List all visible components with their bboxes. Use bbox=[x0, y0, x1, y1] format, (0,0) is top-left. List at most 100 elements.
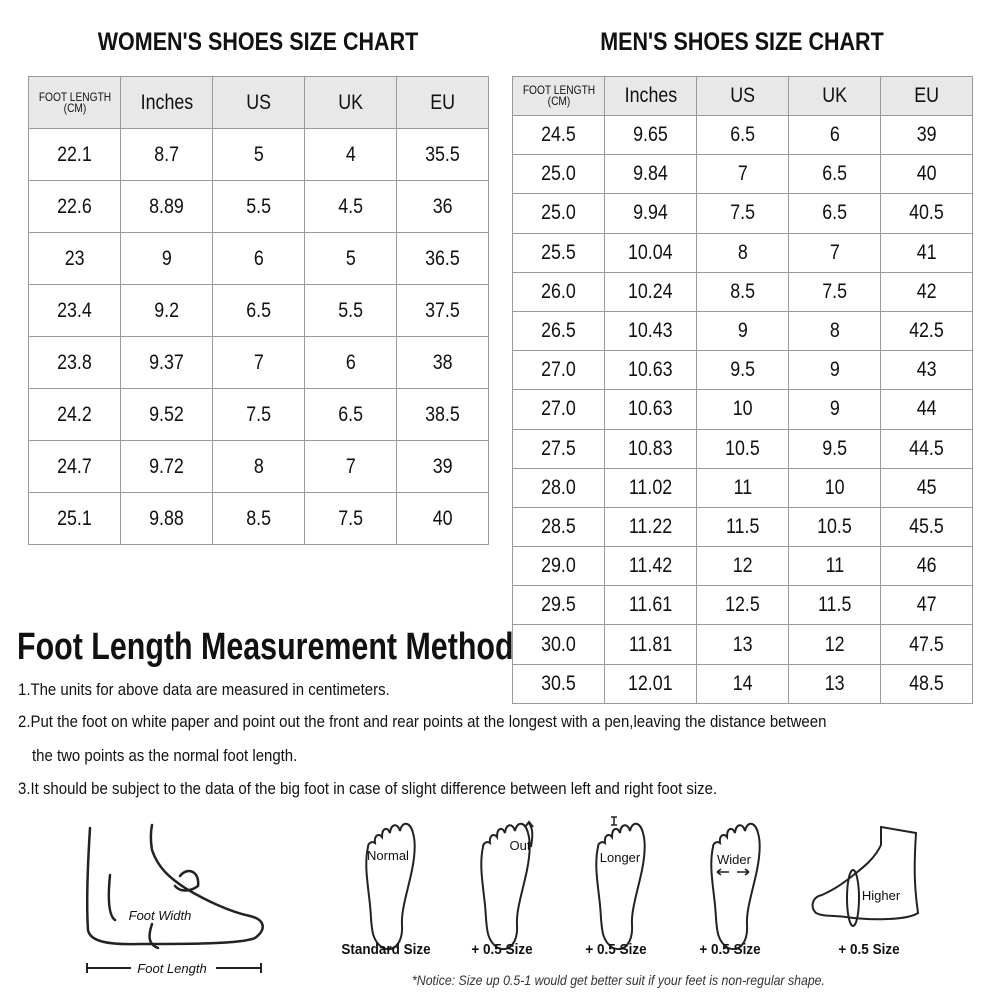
table-cell: 9.84 bbox=[604, 154, 697, 195]
cell-value: 41 bbox=[916, 240, 937, 264]
column-header: UK bbox=[304, 76, 397, 129]
cell-value: 10.63 bbox=[628, 397, 673, 421]
cell-value: 7 bbox=[253, 350, 264, 374]
cell-value: 9.52 bbox=[149, 402, 184, 426]
wider-size-caption: + 0.5 Size bbox=[699, 941, 761, 958]
cell-value: 24.2 bbox=[57, 402, 92, 426]
table-cell: 41 bbox=[880, 232, 973, 273]
table-cell: 30.5 bbox=[512, 663, 605, 704]
table-cell: 9 bbox=[696, 310, 789, 352]
table-cell: 9.5 bbox=[788, 428, 881, 469]
table-cell: 6.5 bbox=[212, 284, 305, 337]
cell-value: 11.02 bbox=[628, 475, 673, 499]
cell-value: 46 bbox=[916, 554, 937, 578]
column-header: Inches bbox=[120, 76, 213, 129]
table-cell: 9.52 bbox=[120, 388, 213, 441]
table-cell: 9 bbox=[788, 389, 881, 430]
cell-value: 36 bbox=[432, 194, 453, 218]
cell-value: 24.5 bbox=[541, 123, 576, 147]
table-cell: 9.37 bbox=[120, 336, 213, 389]
table-cell: 23.8 bbox=[28, 336, 121, 389]
note-3: 3.It should be subject to the data of th… bbox=[18, 779, 718, 798]
table-cell: 13 bbox=[696, 624, 789, 665]
table-row: 23 9 6 5 36.5 bbox=[28, 232, 489, 285]
table-cell: 7.5 bbox=[304, 492, 397, 545]
table-cell: 10.43 bbox=[604, 310, 697, 352]
table-cell: 8 bbox=[212, 440, 305, 493]
table-cell: 10.5 bbox=[788, 506, 881, 548]
foot-length-measure-line bbox=[86, 963, 262, 973]
cell-value: 14 bbox=[732, 671, 753, 695]
cell-value: 10.5 bbox=[725, 436, 760, 460]
table-cell: 5 bbox=[212, 128, 305, 181]
cell-value: 6.5 bbox=[338, 402, 363, 426]
cell-value: 9.94 bbox=[633, 201, 668, 225]
table-cell: 39 bbox=[396, 440, 489, 493]
cell-value: 36.5 bbox=[425, 246, 460, 270]
cell-value: 30.0 bbox=[541, 632, 576, 656]
table-cell: 9.94 bbox=[604, 193, 697, 234]
table-cell: 11.42 bbox=[604, 546, 697, 587]
table-cell: 44 bbox=[880, 389, 973, 430]
cell-value: 12 bbox=[732, 554, 753, 578]
table-cell: 10 bbox=[696, 389, 789, 430]
cell-value: 10.43 bbox=[628, 319, 673, 343]
table-cell: 7 bbox=[212, 336, 305, 389]
cell-value: 27.0 bbox=[541, 358, 576, 382]
normal-label: Normal bbox=[367, 848, 409, 863]
table-cell: 6.5 bbox=[788, 154, 881, 195]
cell-value: 42 bbox=[916, 279, 937, 303]
cell-value: 6 bbox=[253, 246, 264, 270]
table-row: 26.0 10.24 8.5 7.5 42 bbox=[512, 271, 973, 312]
cell-value: 47.5 bbox=[909, 632, 944, 656]
table-cell: 12.01 bbox=[604, 663, 697, 704]
table-cell: 8 bbox=[788, 310, 881, 352]
cell-value: 11.22 bbox=[628, 514, 673, 538]
table-cell: 10.83 bbox=[604, 428, 697, 469]
table-cell: 29.5 bbox=[512, 585, 605, 626]
table-cell: 28.0 bbox=[512, 467, 605, 508]
cell-value: 9 bbox=[161, 246, 172, 270]
cell-value: 11.61 bbox=[628, 593, 673, 617]
table-cell: 44.5 bbox=[880, 428, 973, 469]
cell-value: 12.5 bbox=[725, 593, 760, 617]
cell-value: 6 bbox=[345, 350, 356, 374]
cell-value: 4 bbox=[345, 142, 356, 166]
table-cell: 8.5 bbox=[212, 492, 305, 545]
women-size-table: FOOT LENGTH (CM) Inches US UK EU 22.1 8.7 5 4 35.… bbox=[28, 76, 489, 545]
table-cell: 29.0 bbox=[512, 546, 605, 587]
method-title: Foot Length Measurement Method bbox=[17, 626, 514, 668]
out-size-caption: + 0.5 Size bbox=[471, 941, 533, 958]
men-chart-title: MEN'S SHOES SIZE CHART bbox=[600, 28, 884, 56]
cell-value: 8 bbox=[737, 240, 748, 264]
table-row: 28.5 11.22 11.5 10.5 45.5 bbox=[512, 506, 973, 548]
table-cell: 25.1 bbox=[28, 492, 121, 545]
cell-value: 38.5 bbox=[425, 402, 460, 426]
cell-value: 11.5 bbox=[817, 593, 852, 617]
cell-value: 38 bbox=[432, 350, 453, 374]
table-cell: 45 bbox=[880, 467, 973, 508]
table-cell: 7.5 bbox=[788, 271, 881, 312]
table-cell: 8.89 bbox=[120, 180, 213, 233]
table-cell: 8.5 bbox=[696, 271, 789, 312]
cell-value: 10.5 bbox=[817, 514, 852, 538]
table-cell: 10 bbox=[788, 467, 881, 508]
cell-value: 7.5 bbox=[338, 506, 363, 530]
table-cell: 5.5 bbox=[304, 284, 397, 337]
table-row: 24.7 9.72 8 7 39 bbox=[28, 440, 489, 493]
table-cell: 24.5 bbox=[512, 114, 605, 156]
cell-value: 26.0 bbox=[541, 279, 576, 303]
cell-value: 7.5 bbox=[822, 279, 847, 303]
table-cell: 42 bbox=[880, 271, 973, 312]
table-row: 22.1 8.7 5 4 35.5 bbox=[28, 128, 489, 181]
table-cell: 10.24 bbox=[604, 271, 697, 312]
table-cell: 39 bbox=[880, 114, 973, 156]
table-cell: 22.6 bbox=[28, 180, 121, 233]
table-row: 25.1 9.88 8.5 7.5 40 bbox=[28, 492, 489, 545]
cell-value: 11.81 bbox=[628, 632, 673, 656]
table-cell: 27.0 bbox=[512, 350, 605, 391]
cell-value: 5.5 bbox=[338, 298, 363, 322]
table-cell: 28.5 bbox=[512, 506, 605, 548]
cell-value: 40 bbox=[916, 162, 937, 186]
cell-value: 25.0 bbox=[541, 162, 576, 186]
